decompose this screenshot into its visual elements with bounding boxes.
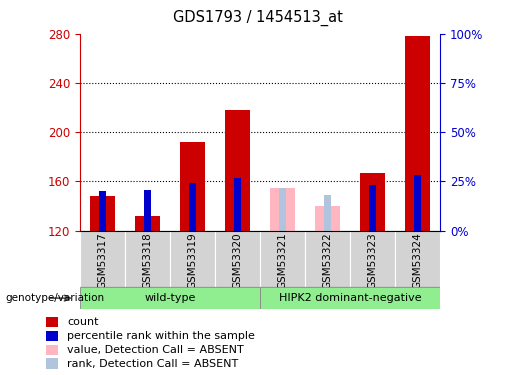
Bar <box>144 190 151 231</box>
Text: HIPK2 dominant-negative: HIPK2 dominant-negative <box>279 293 421 303</box>
Text: GSM53321: GSM53321 <box>278 232 287 289</box>
Text: GSM53319: GSM53319 <box>187 232 197 289</box>
Bar <box>225 110 250 231</box>
Bar <box>234 178 241 231</box>
Text: rank, Detection Call = ABSENT: rank, Detection Call = ABSENT <box>67 359 239 369</box>
Text: GDS1793 / 1454513_at: GDS1793 / 1454513_at <box>173 9 342 26</box>
Bar <box>90 196 115 231</box>
Bar <box>260 287 440 309</box>
Bar <box>125 231 170 287</box>
Bar <box>46 331 58 341</box>
Bar <box>315 206 340 231</box>
Text: wild-type: wild-type <box>144 293 196 303</box>
Text: GSM53323: GSM53323 <box>368 232 377 289</box>
Text: percentile rank within the sample: percentile rank within the sample <box>67 331 255 341</box>
Bar <box>270 188 295 231</box>
Text: GSM53320: GSM53320 <box>233 232 243 289</box>
Text: genotype/variation: genotype/variation <box>5 293 104 303</box>
Bar <box>215 231 260 287</box>
Text: GSM53318: GSM53318 <box>143 232 152 289</box>
Bar <box>189 183 196 231</box>
Text: value, Detection Call = ABSENT: value, Detection Call = ABSENT <box>67 345 244 355</box>
Text: GSM53322: GSM53322 <box>323 232 333 289</box>
Bar <box>405 36 430 231</box>
Text: GSM53317: GSM53317 <box>97 232 107 289</box>
Bar <box>369 185 376 231</box>
Bar <box>350 231 396 287</box>
Bar <box>80 287 260 309</box>
Bar <box>305 231 350 287</box>
Bar <box>360 173 385 231</box>
Bar <box>415 175 421 231</box>
Text: count: count <box>67 317 99 327</box>
Bar <box>135 216 160 231</box>
Bar <box>279 188 286 231</box>
Bar <box>46 316 58 327</box>
Bar <box>80 231 125 287</box>
Bar <box>170 231 215 287</box>
Bar <box>46 358 58 369</box>
Bar <box>180 142 205 231</box>
Bar <box>260 231 305 287</box>
Bar <box>396 231 440 287</box>
Bar <box>46 345 58 355</box>
Bar <box>324 195 331 231</box>
Bar <box>99 191 106 231</box>
Text: GSM53324: GSM53324 <box>413 232 423 289</box>
